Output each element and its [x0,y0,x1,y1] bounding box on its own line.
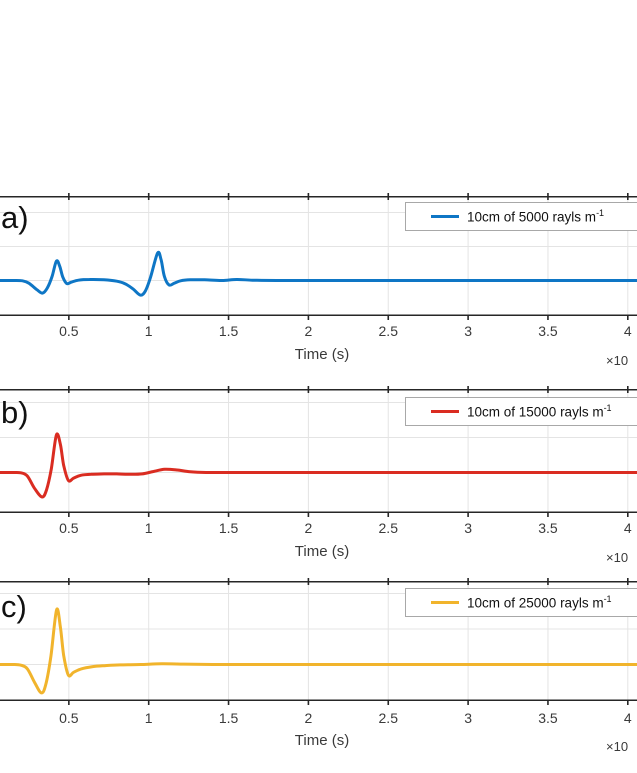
signal-curve [0,250,637,297]
legend-line-sample [431,215,459,218]
legend-superscript: -1 [603,594,612,605]
x-tick-label: 0.5 [59,323,79,339]
legend-superscript: -1 [603,403,612,414]
signal-curve [0,432,637,499]
x-tick-label: 2 [304,520,313,536]
legend-line-sample [431,601,459,604]
subplot-a: a) 10cm of 5000 rayls m-1 0.5 1 1.5 2 2.5 3 3.… [0,193,637,388]
subplot-c: c) 10cm of 25000 rayls m-1 0.5 1 1.5 2 2.5 3 3… [0,578,637,773]
x-axis-exponent: ×10 [606,353,629,368]
x-tick-label: 3 [464,710,472,726]
x-tick-label: 2.5 [378,520,398,536]
x-tick-label: 2 [304,323,313,339]
x-axis-label: Time (s) [294,732,350,749]
legend-b: 10cm of 15000 rayls m-1 [405,397,637,426]
legend-a: 10cm of 5000 rayls m-1 [405,202,637,231]
x-tick-label: 1.5 [218,323,239,339]
x-axis-label: Time (s) [294,543,350,560]
x-tick-label: 3.5 [538,520,558,536]
legend-superscript: -1 [596,208,605,219]
panel-letter-b: b) [1,395,29,430]
x-tick-label: 3.5 [538,710,558,726]
x-tick-label: 2.5 [378,323,398,339]
panel-letter-a: a) [1,200,29,235]
x-tick-label: 1 [144,710,153,726]
x-tick-label: 0.5 [59,710,79,726]
x-tick-label: 1 [144,323,153,339]
subplot-b: b) 10cm of 15000 rayls m-1 0.5 1 1.5 2 2.5 3 3… [0,386,637,585]
legend-label: 10cm of 15000 rayls m-1 [467,403,612,420]
x-tick-label: 1.5 [218,710,239,726]
legend-c: 10cm of 25000 rayls m-1 [405,588,637,617]
x-tick-label: 3 [464,520,472,536]
legend-label: 10cm of 25000 rayls m-1 [467,594,612,611]
x-tick-label: 1 [144,520,153,536]
x-tick-label: 1.5 [218,520,239,536]
x-axis-exponent: ×10 [606,550,629,565]
x-axis-exponent: ×10 [606,739,629,754]
x-tick-label: 3 [464,323,472,339]
signal-curve [0,607,637,695]
legend-line-sample [431,410,459,413]
x-tick-label: 2.5 [378,710,398,726]
plot-area-c [0,578,637,705]
x-tick-label: 3.5 [538,323,558,339]
x-tick-label: 4 [623,710,632,726]
x-tick-label: 4 [623,323,632,339]
x-tick-label: 0.5 [59,520,79,536]
panel-letter-c: c) [1,589,27,624]
x-tick-label: 4 [623,520,632,536]
x-axis-label: Time (s) [294,346,350,363]
plot-area-b [0,386,637,517]
x-tick-label: 2 [304,710,313,726]
legend-label: 10cm of 5000 rayls m-1 [467,208,605,225]
